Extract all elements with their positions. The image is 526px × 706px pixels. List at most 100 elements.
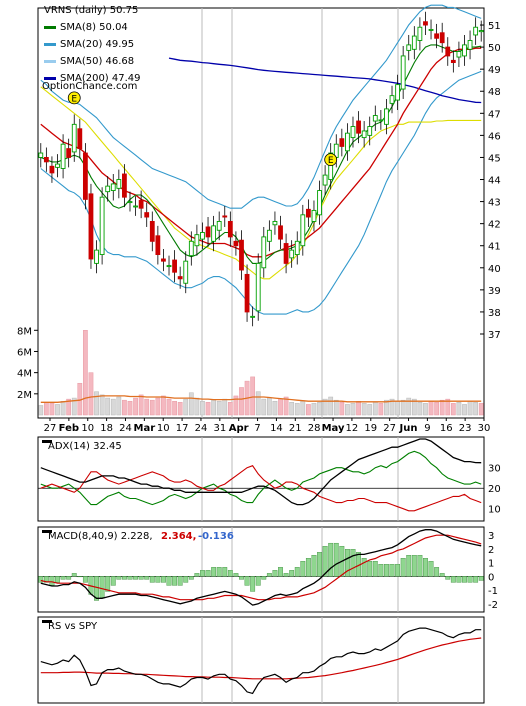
macd-histogram-bar [239, 576, 244, 580]
price-panel-frame [37, 7, 485, 419]
macd-histogram-bar [110, 576, 116, 586]
volume-tick-label: 2M [17, 390, 32, 401]
macd-histogram-bar [183, 576, 189, 583]
volume-bar [294, 403, 300, 416]
volume-bar [283, 396, 289, 416]
macd-histogram-bar [300, 561, 306, 577]
volume-bar [177, 402, 183, 416]
macd-histogram-bar [172, 576, 178, 586]
macd-histogram-bar [389, 564, 395, 577]
adx-panel-frame [37, 436, 485, 522]
macd-histogram-bar [311, 555, 317, 577]
price-tick-label: 41 [488, 242, 501, 253]
rs-legend-swatch [42, 620, 52, 623]
volume-bar [250, 376, 256, 416]
volume-bar [239, 387, 244, 416]
candle-body [211, 225, 217, 242]
macd-histogram-bar [38, 576, 44, 583]
macd-histogram-bar [55, 576, 60, 583]
macd-histogram-bar [350, 549, 356, 577]
candle-body [322, 174, 328, 186]
volume-tick-label: 6M [17, 347, 32, 358]
x-tick-label: 12 [346, 423, 359, 434]
volume-bar [462, 404, 467, 416]
macd-histogram-bar [434, 567, 440, 577]
candle-body [406, 44, 412, 51]
candle-body [38, 152, 44, 158]
price-tick-label: 48 [488, 87, 501, 98]
macd-histogram-bar [428, 561, 434, 577]
candle-body [462, 44, 467, 57]
candle-body [144, 212, 150, 218]
watermark-label: OptionChance.com [42, 81, 137, 92]
macd-histogram-bar [144, 576, 150, 580]
volume-bar [300, 400, 306, 416]
volume-bar [339, 402, 345, 416]
legend-label: SMA(8) 50.04 [60, 22, 128, 33]
x-tick-label: 27 [44, 423, 57, 434]
macd-tick-label: 1 [488, 559, 494, 570]
legend-label: VRNS (daily) 50.75 [44, 5, 138, 16]
macd-histogram-bar [456, 576, 462, 583]
price-panel: 51 50 49 48 47 46 45 44 43 42 41 40 39 38 37 8M 6M 4M 2M E E… [17, 4, 501, 434]
candle-body [60, 143, 66, 169]
candle-body [71, 123, 77, 153]
candle-body [110, 183, 116, 192]
volume-bar [445, 398, 451, 416]
macd-histogram-bar [77, 576, 83, 578]
macd-histogram-bar [278, 567, 283, 577]
macd-histogram-bar [99, 576, 105, 598]
macd-histogram-bar [255, 576, 261, 586]
volume-bar [278, 398, 283, 416]
candle-body [367, 126, 373, 136]
volume-bar [194, 397, 200, 416]
candle-body [439, 32, 445, 44]
volume-bar [38, 405, 44, 416]
candle-body [345, 132, 350, 152]
macd-histogram-bar [133, 576, 138, 580]
earnings-marker-label: E [71, 94, 77, 104]
bollinger-lower-line [40, 70, 482, 315]
macd-histogram-bar [322, 545, 328, 577]
macd-histogram-bar [49, 576, 55, 586]
macd-histogram-bar [200, 570, 205, 577]
macd-histogram-bar [121, 576, 127, 580]
candle-body [450, 59, 456, 64]
volume-bar [83, 330, 88, 416]
macd-histogram-bar [400, 558, 406, 577]
volume-bar [66, 398, 72, 416]
macd-histogram-bar [294, 567, 300, 577]
macd-signal-value: 2.364, [161, 531, 196, 542]
volume-bar [110, 398, 116, 416]
candle-body [294, 240, 300, 256]
candle-body [227, 220, 233, 238]
candle-body [272, 220, 278, 226]
macd-signal-line [40, 534, 482, 601]
macd-histogram-bar [317, 552, 322, 577]
macd-histogram-bar [138, 576, 144, 580]
legend-swatch [44, 43, 56, 46]
candle-body [188, 240, 194, 257]
candle-body [222, 215, 228, 218]
macd-histogram-bar [467, 576, 473, 583]
volume-tick-label: 4M [17, 369, 32, 380]
candle-body [138, 200, 144, 209]
volume-bar [328, 396, 334, 416]
candle-body [55, 163, 60, 168]
macd-histogram-bar [378, 564, 384, 577]
adx-legend-swatch [42, 440, 52, 443]
x-tick-label: 18 [100, 423, 113, 434]
volume-bar [222, 398, 228, 416]
price-tick-label: 46 [488, 131, 501, 142]
macd-legend-swatch [42, 530, 52, 533]
rs-line [40, 627, 482, 695]
candle-body [77, 128, 83, 150]
volume-bar [372, 402, 378, 416]
sma50-line [40, 86, 482, 280]
volume-bar [345, 404, 350, 416]
macd-histogram-bar [411, 555, 417, 577]
candle-body [400, 55, 406, 90]
candle-body [445, 46, 451, 57]
candle-body [339, 138, 345, 147]
x-tick-label: Apr [229, 423, 249, 434]
